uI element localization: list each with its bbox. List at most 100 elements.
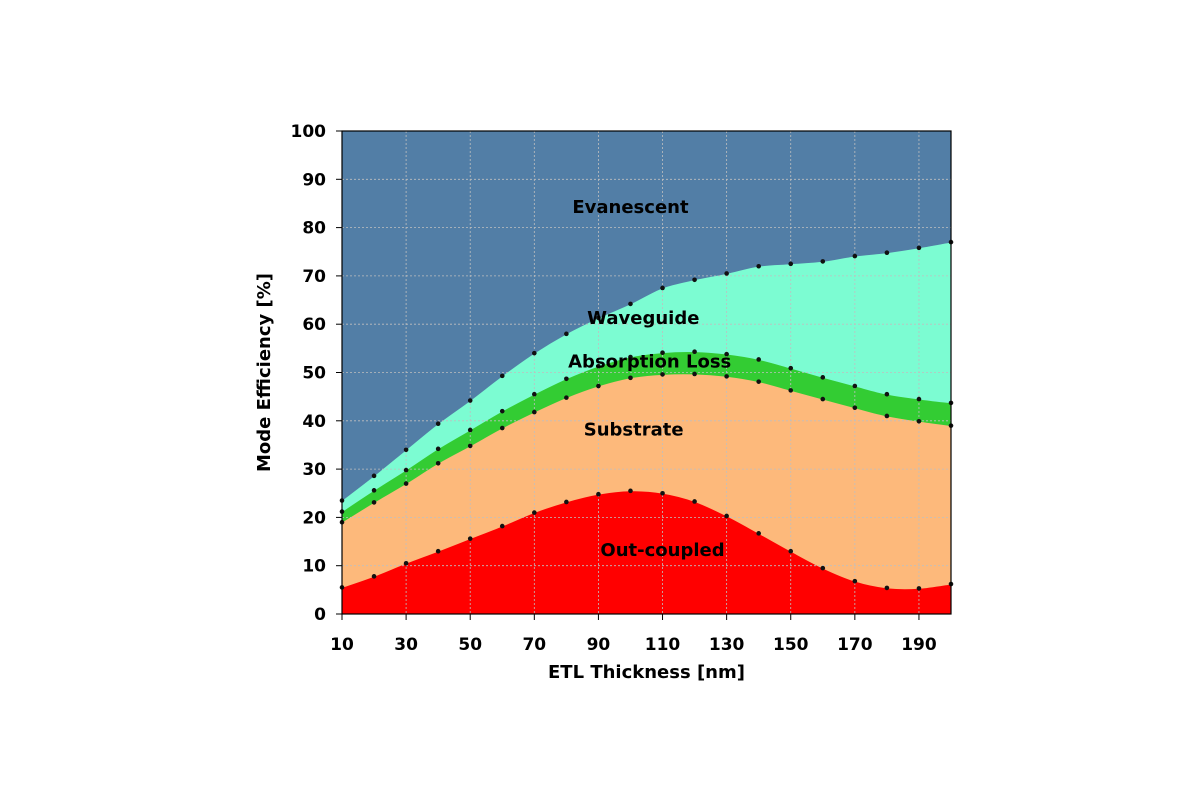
data-point — [724, 271, 729, 276]
data-point — [403, 560, 409, 566]
y-tick-label: 60 — [302, 315, 326, 335]
data-point — [756, 379, 761, 384]
data-point — [403, 467, 409, 473]
data-point — [532, 350, 537, 356]
region-labels: Out-coupled Substrate Absorption Loss Waveg… — [568, 197, 731, 561]
chart-points — [339, 239, 954, 591]
data-point — [532, 391, 537, 397]
data-point — [788, 388, 794, 393]
y-tick-label: 70 — [302, 267, 326, 287]
data-point — [499, 373, 505, 379]
data-point — [467, 443, 473, 449]
y-axis-title: Mode Efficiency [%] — [254, 273, 275, 472]
data-point — [435, 461, 441, 466]
data-point — [916, 418, 922, 424]
data-point — [692, 277, 697, 283]
data-point — [916, 586, 922, 591]
data-point — [756, 531, 761, 536]
chart-areas — [341, 130, 952, 615]
data-point — [467, 398, 473, 403]
data-point — [403, 447, 409, 453]
x-axis-title: ETL Thickness [nm] — [548, 662, 745, 683]
x-tick-label: 190 — [901, 635, 937, 655]
data-point — [724, 374, 729, 379]
region-label-waveguide: Waveguide — [587, 308, 699, 329]
data-point — [852, 405, 858, 411]
region-label-evanescent: Evanescent — [572, 197, 689, 218]
y-tick-label: 0 — [314, 605, 326, 625]
data-point — [820, 259, 826, 264]
y-tick-label: 40 — [302, 412, 326, 432]
data-point — [756, 263, 761, 269]
data-point — [788, 365, 794, 371]
data-point — [435, 446, 441, 452]
data-point — [371, 500, 377, 505]
data-point — [692, 371, 697, 377]
x-tick-label: 130 — [709, 635, 745, 655]
data-point — [660, 285, 665, 291]
data-point — [371, 488, 377, 493]
data-point — [692, 349, 697, 355]
data-point — [788, 548, 794, 554]
data-point — [660, 350, 665, 355]
y-tick-label: 90 — [302, 170, 326, 190]
data-point — [499, 408, 505, 414]
region-label-substrate: Substrate — [584, 419, 684, 440]
data-point — [371, 574, 377, 579]
data-point — [884, 391, 890, 397]
data-point — [564, 331, 569, 337]
data-point — [467, 427, 473, 433]
data-point — [660, 372, 665, 377]
data-point — [852, 383, 858, 389]
data-point — [596, 491, 601, 497]
x-tick-label: 30 — [394, 635, 418, 655]
data-point — [532, 409, 537, 415]
data-point — [788, 261, 794, 267]
data-point — [564, 395, 569, 400]
data-point — [628, 375, 633, 381]
y-tick-label: 100 — [291, 122, 327, 142]
data-point — [596, 363, 601, 369]
data-point — [628, 354, 633, 360]
data-point — [852, 578, 858, 584]
data-point — [403, 481, 409, 486]
y-tick-label: 30 — [302, 460, 326, 480]
x-tick-label: 50 — [458, 635, 482, 655]
x-tick-label: 10 — [330, 635, 354, 655]
data-point — [435, 548, 441, 554]
y-tick-label: 50 — [302, 364, 326, 384]
y-tick-label: 20 — [302, 508, 326, 528]
axis-ticks: 10 30 50 70 90 110 130 150 170 190010203040506070… — [291, 122, 937, 655]
data-point — [724, 351, 729, 357]
region-label-absorption-loss: Absorption Loss — [568, 352, 731, 373]
data-point — [884, 250, 890, 256]
data-point — [564, 376, 569, 382]
x-tick-label: 170 — [837, 635, 873, 655]
x-tick-label: 90 — [587, 635, 611, 655]
data-point — [660, 490, 665, 496]
data-point — [532, 510, 537, 515]
data-point — [628, 301, 633, 307]
data-point — [852, 253, 858, 259]
data-point — [435, 421, 441, 426]
data-point — [467, 536, 473, 541]
data-point — [820, 396, 826, 402]
region-label-out-coupled: Out-coupled — [600, 540, 724, 561]
data-point — [628, 488, 633, 494]
data-point — [692, 499, 697, 504]
data-point — [499, 523, 505, 529]
data-point — [756, 357, 761, 362]
data-point — [884, 585, 890, 591]
data-point — [820, 565, 826, 571]
data-point — [724, 513, 729, 519]
x-tick-label: 110 — [645, 635, 681, 655]
data-point — [499, 425, 505, 431]
data-point — [596, 315, 601, 321]
data-point — [916, 245, 922, 251]
x-tick-label: 150 — [773, 635, 809, 655]
y-tick-label: 80 — [302, 219, 326, 239]
data-point — [820, 375, 826, 380]
data-point — [884, 413, 890, 419]
y-tick-label: 10 — [302, 557, 326, 577]
